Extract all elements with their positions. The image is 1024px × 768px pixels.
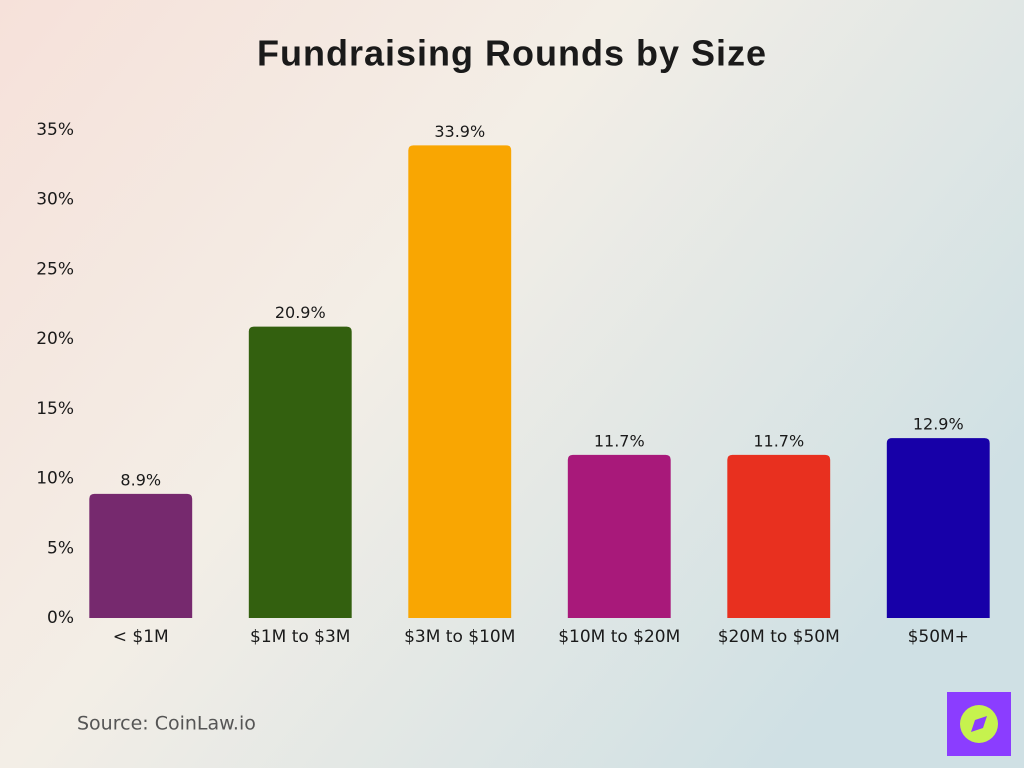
x-tick-label: $10M to $20M xyxy=(558,627,680,647)
y-tick-label: 15% xyxy=(36,399,74,419)
y-tick-label: 10% xyxy=(36,469,74,489)
bar xyxy=(886,438,990,618)
x-tick-label: $50M+ xyxy=(908,627,969,647)
logo-needle xyxy=(971,716,987,732)
source: Source: CoinLaw.io xyxy=(77,713,256,735)
value-label: 11.7% xyxy=(753,431,804,450)
value-label: 8.9% xyxy=(120,470,161,489)
y-tick-label: 0% xyxy=(47,608,74,628)
value-label: 12.9% xyxy=(913,415,964,434)
bar xyxy=(89,493,193,618)
chart-title: Fundraising Rounds by Size xyxy=(257,33,767,74)
bar xyxy=(727,454,831,618)
y-tick-label: 20% xyxy=(36,329,74,349)
logo xyxy=(947,692,1011,756)
bar xyxy=(567,454,671,618)
value-label: 20.9% xyxy=(275,303,326,322)
x-tick-label: $1M to $3M xyxy=(250,627,350,647)
y-tick-label: 30% xyxy=(36,190,74,210)
bar xyxy=(408,145,512,618)
value-label: 33.9% xyxy=(434,122,485,141)
y-tick-label: 25% xyxy=(36,259,74,279)
bar xyxy=(248,326,352,618)
x-tick-label: < $1M xyxy=(113,627,169,647)
x-tick-label: $3M to $10M xyxy=(404,627,515,647)
y-tick-label: 5% xyxy=(47,538,74,558)
y-tick-label: 35% xyxy=(36,120,74,140)
value-label: 11.7% xyxy=(594,431,645,450)
x-tick-label: $20M to $50M xyxy=(718,627,840,647)
